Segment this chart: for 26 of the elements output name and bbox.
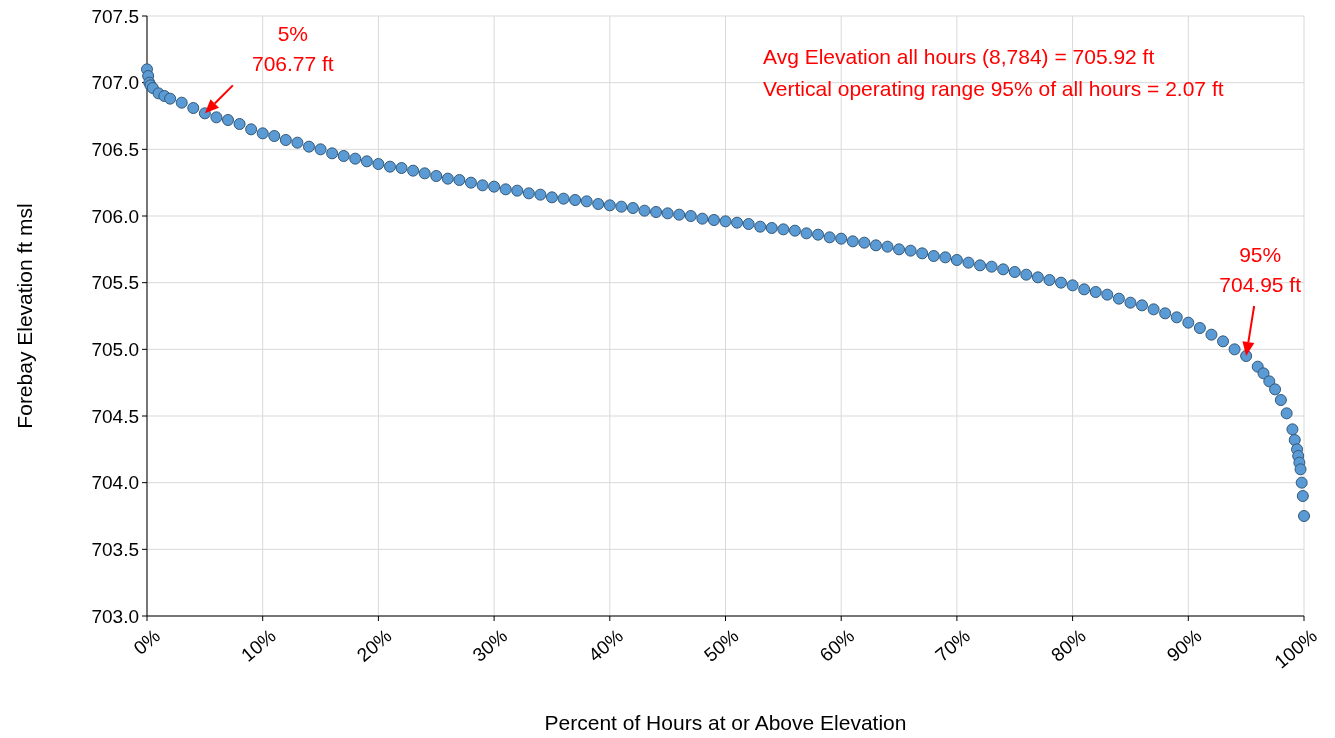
y-tick-label: 703.0: [91, 605, 139, 627]
annotation: 95% 704.95 ft: [1219, 243, 1302, 296]
y-tick-label: 706.0: [91, 205, 139, 227]
y-tick-label: 705.5: [91, 272, 139, 294]
x-tick-label: 20%: [352, 625, 396, 666]
y-tick-label: 704.5: [91, 405, 139, 427]
x-tick-label: 0%: [129, 625, 165, 659]
x-axis-title: Percent of Hours at or Above Elevation: [544, 711, 907, 734]
y-tick-label: 705.0: [91, 338, 139, 360]
x-tick-label: 30%: [468, 625, 512, 666]
y-tick-label: 706.5: [91, 138, 139, 160]
y-tick-label: 704.0: [91, 472, 139, 494]
annotation: Vertical operating range 95% of all hours = 2.07 ft: [763, 77, 1224, 100]
x-tick-label: 70%: [931, 625, 975, 666]
y-tick-label: 707.5: [91, 5, 139, 27]
y-tick-label: 703.5: [91, 538, 139, 560]
y-tick-label: 707.0: [91, 72, 139, 94]
x-tick-label: 80%: [1047, 625, 1090, 666]
x-tick-label: 10%: [237, 625, 280, 666]
x-tick-label: 50%: [699, 625, 743, 666]
y-axis-title: Forebay Elevation ft msl: [13, 203, 36, 429]
x-tick-label: 90%: [1162, 625, 1206, 666]
x-tick-label: 40%: [584, 625, 627, 666]
x-tick-label: 60%: [815, 625, 859, 666]
annotation: 5% 706.77 ft: [251, 22, 334, 76]
annotation: Avg Elevation all hours (8,784) = 705.92 ft: [763, 45, 1155, 68]
